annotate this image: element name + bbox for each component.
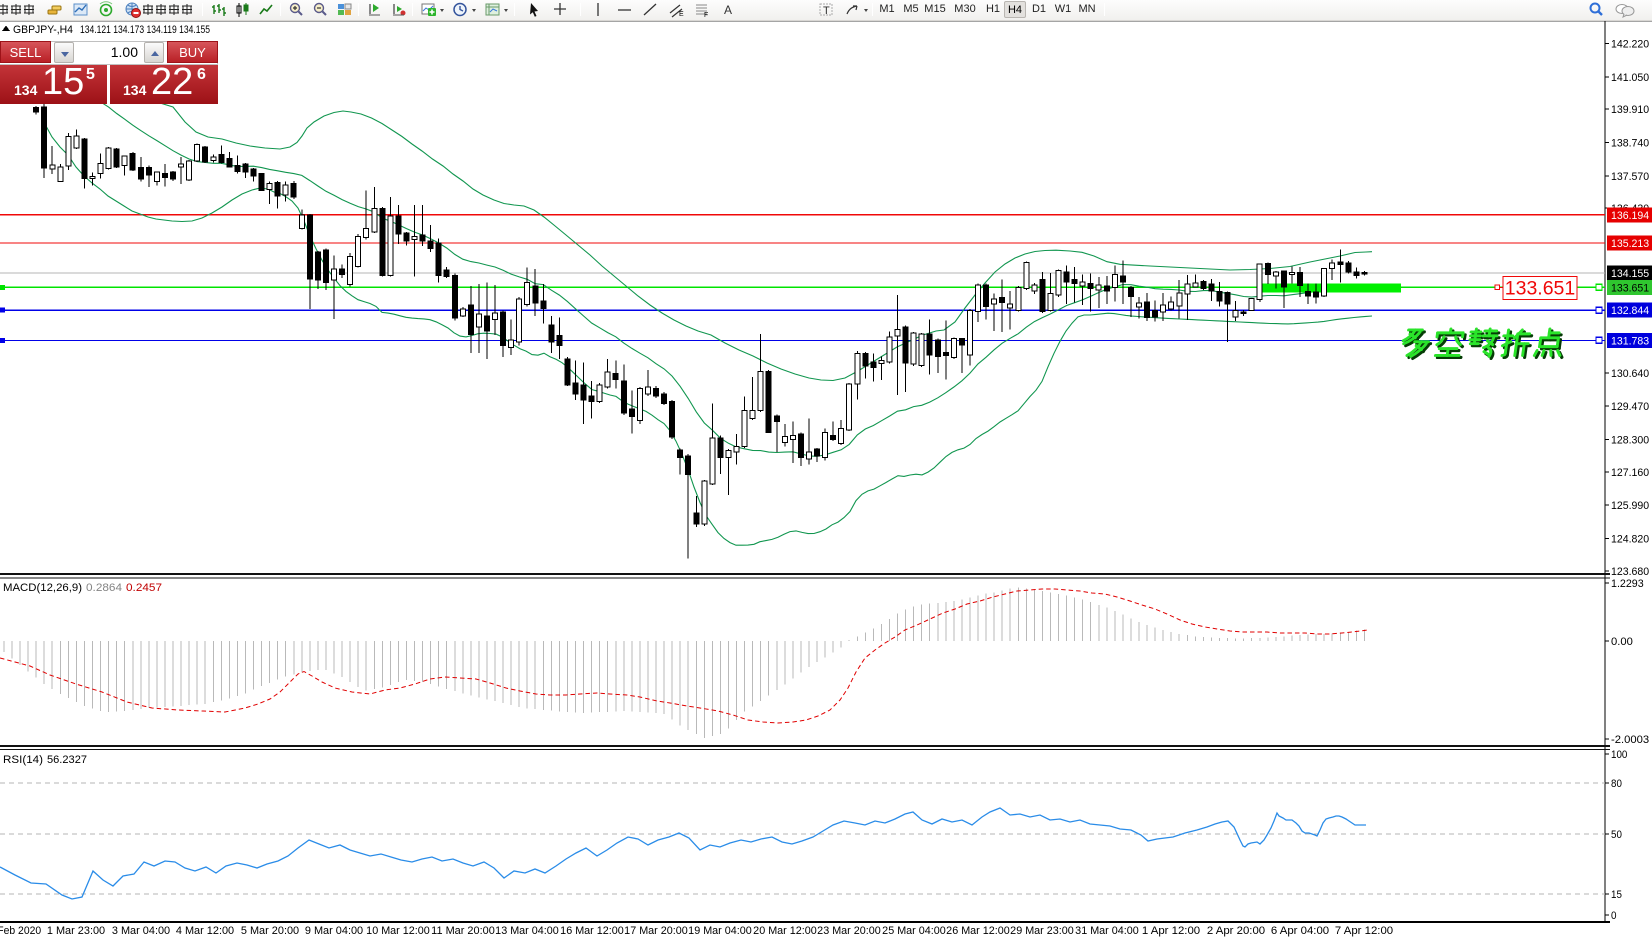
svg-text:RSI(14): RSI(14) xyxy=(3,754,43,766)
svg-text:135.213: 135.213 xyxy=(1611,238,1649,250)
svg-text:1 Apr 12:00: 1 Apr 12:00 xyxy=(1142,925,1200,937)
svg-text:31 Mar 04:00: 31 Mar 04:00 xyxy=(1075,925,1139,937)
svg-text:128.300: 128.300 xyxy=(1611,435,1649,447)
svg-text:26 Mar 12:00: 26 Mar 12:00 xyxy=(946,925,1010,937)
svg-text:E: E xyxy=(679,11,684,18)
svg-text:4 Mar 12:00: 4 Mar 12:00 xyxy=(176,925,234,937)
svg-text:0.2864: 0.2864 xyxy=(86,582,122,594)
svg-text:2 Apr 20:00: 2 Apr 20:00 xyxy=(1207,925,1265,937)
svg-text:139.910: 139.910 xyxy=(1611,104,1649,116)
svg-text:80: 80 xyxy=(1611,778,1622,790)
svg-text:138.740: 138.740 xyxy=(1611,138,1649,150)
svg-text:F: F xyxy=(704,12,708,19)
svg-text:0: 0 xyxy=(1611,910,1617,922)
svg-text:10 Mar 12:00: 10 Mar 12:00 xyxy=(366,925,430,937)
svg-text:MACD(12,26,9): MACD(12,26,9) xyxy=(3,582,82,594)
svg-text:9 Mar 04:00: 9 Mar 04:00 xyxy=(305,925,363,937)
svg-text:-2.0003: -2.0003 xyxy=(1611,734,1649,746)
svg-text:130.640: 130.640 xyxy=(1611,368,1649,380)
svg-text:6 Apr 04:00: 6 Apr 04:00 xyxy=(1271,925,1329,937)
svg-text:1.2293: 1.2293 xyxy=(1611,578,1644,590)
svg-text:A: A xyxy=(724,3,732,17)
svg-text:5 Mar 20:00: 5 Mar 20:00 xyxy=(241,925,299,937)
svg-text:1 Mar 23:00: 1 Mar 23:00 xyxy=(47,925,105,937)
svg-text:3 Mar 04:00: 3 Mar 04:00 xyxy=(112,925,170,937)
svg-text:23 Mar 20:00: 23 Mar 20:00 xyxy=(817,925,881,937)
svg-text:16 Mar 12:00: 16 Mar 12:00 xyxy=(560,925,624,937)
svg-text:142.220: 142.220 xyxy=(1611,39,1649,51)
svg-text:129.470: 129.470 xyxy=(1611,401,1649,413)
svg-text:137.570: 137.570 xyxy=(1611,171,1649,183)
svg-text:27 Feb 2020: 27 Feb 2020 xyxy=(0,925,41,937)
svg-text:133.651: 133.651 xyxy=(1505,278,1576,300)
svg-text:GBPJPY-,H4: GBPJPY-,H4 xyxy=(13,24,73,36)
svg-text:19 Mar 04:00: 19 Mar 04:00 xyxy=(688,925,752,937)
svg-text:0.2457: 0.2457 xyxy=(126,582,162,594)
svg-text:141.050: 141.050 xyxy=(1611,72,1649,84)
svg-text:134.155: 134.155 xyxy=(1611,268,1649,280)
svg-text:T: T xyxy=(823,5,830,17)
svg-text:56.2327: 56.2327 xyxy=(47,754,87,766)
svg-text:25 Mar 04:00: 25 Mar 04:00 xyxy=(882,925,946,937)
svg-text:127.160: 127.160 xyxy=(1611,467,1649,479)
svg-text:0.00: 0.00 xyxy=(1611,636,1633,648)
svg-text:7 Apr 12:00: 7 Apr 12:00 xyxy=(1335,925,1393,937)
svg-text:124.820: 124.820 xyxy=(1611,534,1649,546)
svg-text:123.680: 123.680 xyxy=(1611,566,1649,578)
svg-text:50: 50 xyxy=(1611,829,1622,841)
svg-text:136.194: 136.194 xyxy=(1611,210,1649,222)
svg-text:11 Mar 20:00: 11 Mar 20:00 xyxy=(431,925,495,937)
svg-text:133.651: 133.651 xyxy=(1611,282,1649,294)
svg-text:15: 15 xyxy=(1611,889,1622,901)
svg-text:20 Mar 12:00: 20 Mar 12:00 xyxy=(753,925,817,937)
svg-text:131.783: 131.783 xyxy=(1611,335,1649,347)
svg-text:17 Mar 20:00: 17 Mar 20:00 xyxy=(624,925,688,937)
svg-text:29 Mar 23:00: 29 Mar 23:00 xyxy=(1010,925,1074,937)
svg-text:125.990: 125.990 xyxy=(1611,500,1649,512)
svg-text:134.121 134.173 134.119 134.15: 134.121 134.173 134.119 134.155 xyxy=(80,24,210,36)
svg-text:100: 100 xyxy=(1611,749,1627,761)
svg-text:13 Mar 04:00: 13 Mar 04:00 xyxy=(495,925,559,937)
svg-text:132.844: 132.844 xyxy=(1611,305,1649,317)
